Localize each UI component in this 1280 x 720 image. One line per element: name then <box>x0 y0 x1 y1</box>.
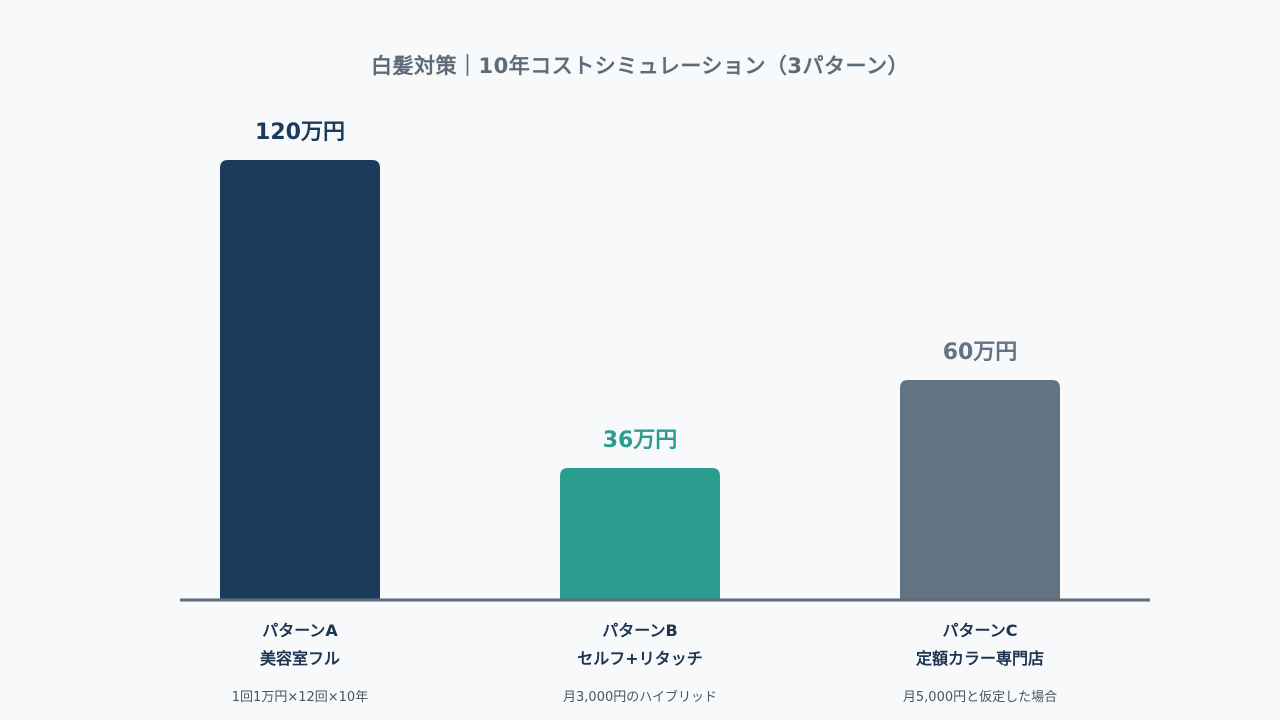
category-label-2: パターンB <box>602 621 677 640</box>
bar-2 <box>560 468 720 600</box>
category-label-1: パターンA <box>262 621 338 640</box>
chart-title: 白髪対策｜10年コストシミュレーション（3パターン） <box>371 54 909 78</box>
value-label-2: 36万円 <box>603 428 678 453</box>
bar-3 <box>900 380 1060 600</box>
bars-layer <box>220 160 1060 600</box>
category-label-3: パターンC <box>943 621 1018 640</box>
bar-1 <box>220 160 380 600</box>
value-label-1: 120万円 <box>255 120 345 145</box>
category-subtitle-2: セルフ+リタッチ <box>577 649 702 668</box>
category-subtitle-3: 定額カラー専門店 <box>915 649 1044 668</box>
category-note-2: 月3,000円のハイブリッド <box>563 689 717 705</box>
value-label-3: 60万円 <box>943 340 1018 365</box>
category-note-1: 1回1万円×12回×10年 <box>232 690 368 705</box>
category-subtitle-1: 美容室フル <box>260 649 340 668</box>
category-note-3: 月5,000円と仮定した場合 <box>903 690 1057 705</box>
